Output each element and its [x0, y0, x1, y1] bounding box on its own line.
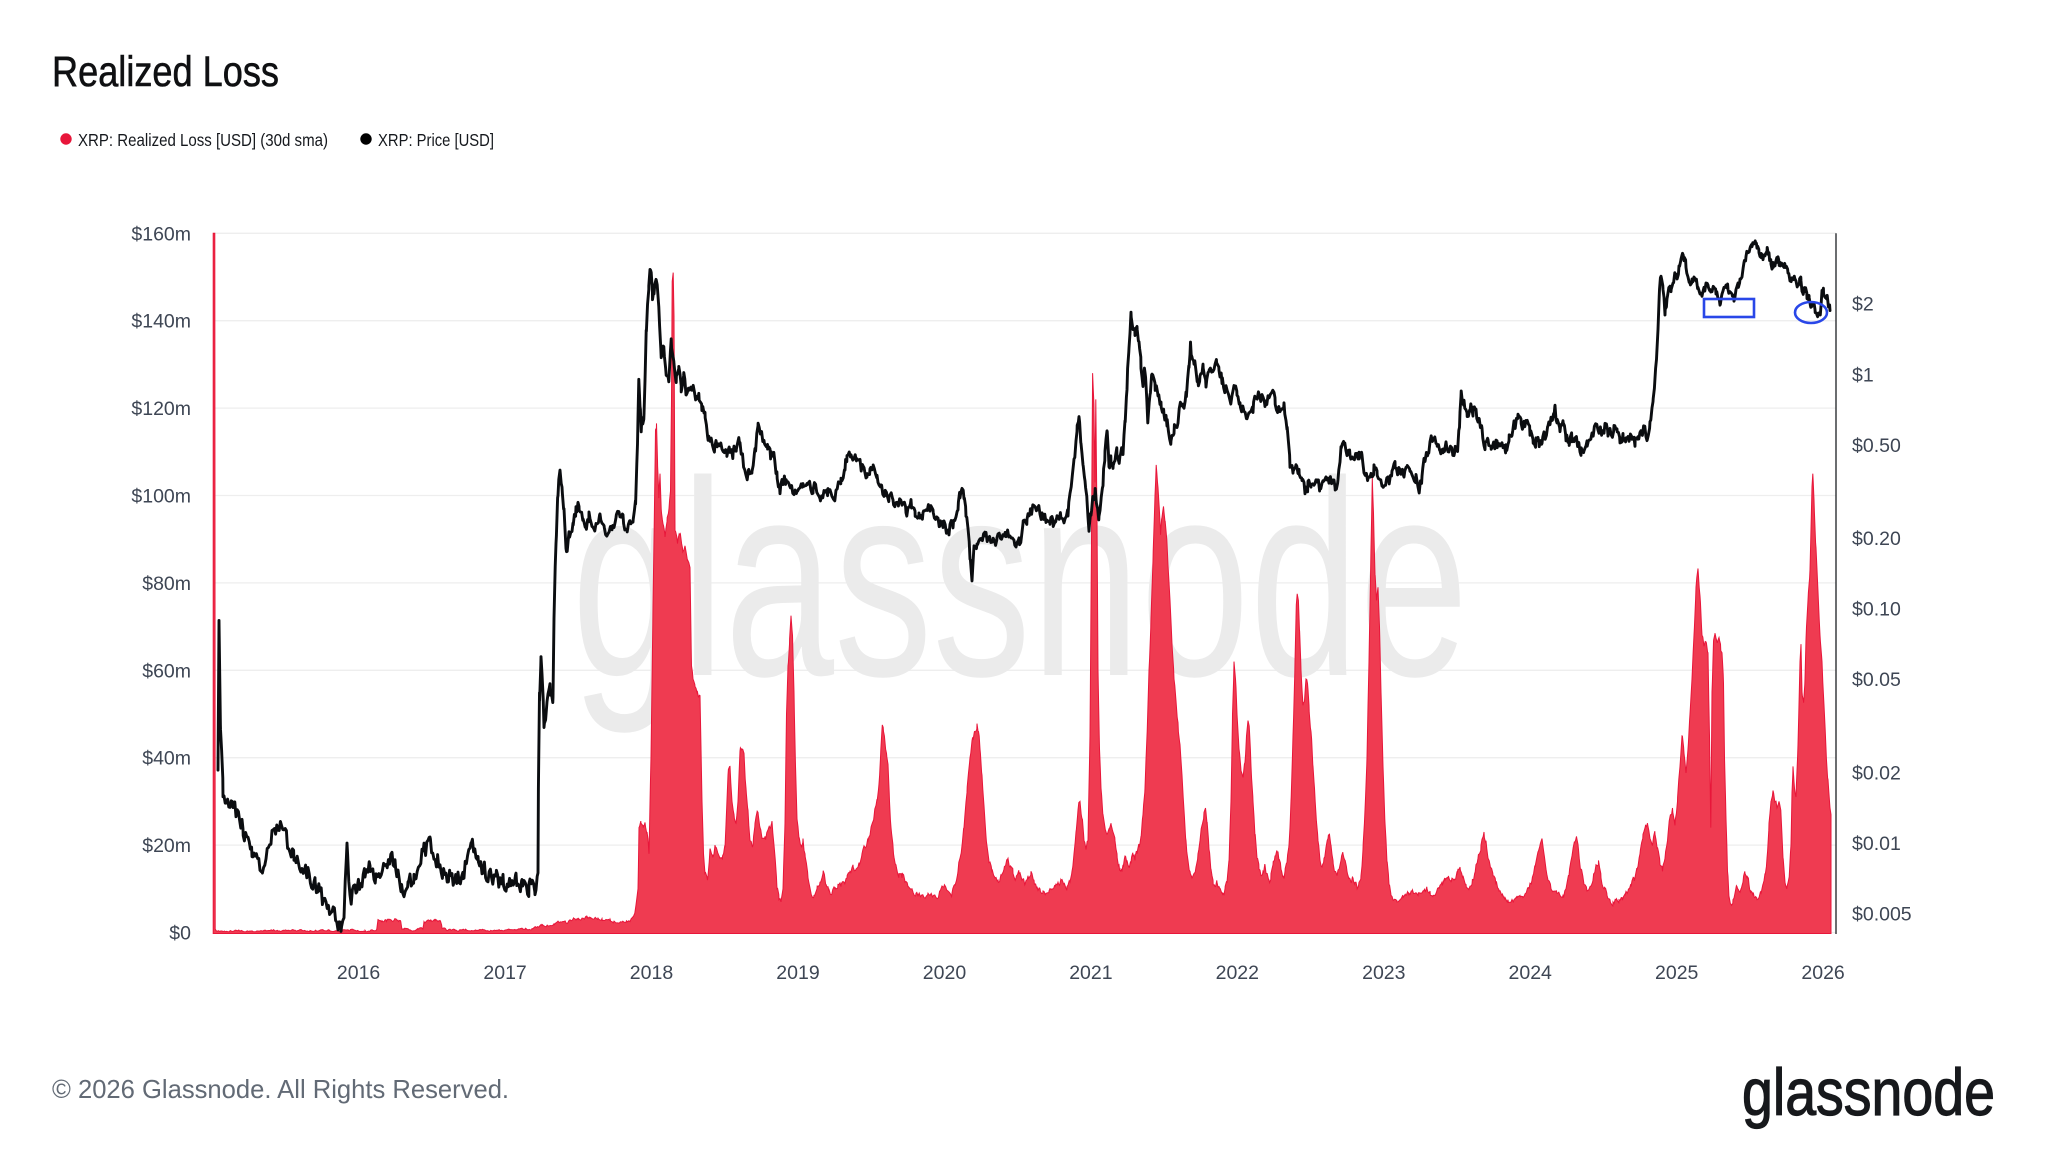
svg-text:$0.20: $0.20 — [1852, 528, 1901, 550]
svg-text:$140m: $140m — [131, 311, 191, 333]
svg-text:2023: 2023 — [1362, 962, 1405, 984]
svg-text:XRP: Realized Loss [USD] (30d: XRP: Realized Loss [USD] (30d sma) — [78, 130, 328, 150]
svg-text:$0.05: $0.05 — [1852, 669, 1901, 691]
svg-text:$0: $0 — [169, 923, 191, 945]
svg-text:glassnode: glassnode — [1742, 1055, 1995, 1129]
svg-text:$1: $1 — [1852, 364, 1874, 386]
svg-text:$120m: $120m — [131, 398, 191, 420]
svg-text:2016: 2016 — [337, 962, 380, 984]
svg-text:$0.50: $0.50 — [1852, 435, 1901, 457]
svg-text:2026: 2026 — [1801, 962, 1844, 984]
svg-text:XRP: Price [USD]: XRP: Price [USD] — [378, 130, 494, 150]
svg-text:© 2026 Glassnode. All Rights R: © 2026 Glassnode. All Rights Reserved. — [52, 1076, 509, 1104]
svg-text:glassnode: glassnode — [572, 423, 1469, 736]
svg-text:Realized Loss: Realized Loss — [52, 48, 279, 96]
svg-text:2024: 2024 — [1509, 962, 1553, 984]
svg-text:$0.005: $0.005 — [1852, 904, 1912, 926]
svg-text:$160m: $160m — [131, 223, 191, 245]
svg-text:$40m: $40m — [142, 748, 191, 770]
svg-text:2022: 2022 — [1216, 962, 1259, 984]
svg-text:$80m: $80m — [142, 573, 191, 595]
svg-text:$0.01: $0.01 — [1852, 833, 1901, 855]
svg-text:$100m: $100m — [131, 486, 191, 508]
svg-text:$0.02: $0.02 — [1852, 763, 1901, 785]
svg-text:2020: 2020 — [923, 962, 967, 984]
svg-text:2025: 2025 — [1655, 962, 1699, 984]
svg-text:2018: 2018 — [630, 962, 673, 984]
svg-text:$20m: $20m — [142, 835, 191, 857]
svg-text:$0.10: $0.10 — [1852, 599, 1901, 621]
svg-text:2021: 2021 — [1069, 962, 1112, 984]
svg-text:2017: 2017 — [483, 962, 526, 984]
svg-text:$60m: $60m — [142, 660, 191, 682]
svg-text:2019: 2019 — [776, 962, 819, 984]
svg-text:$2: $2 — [1852, 294, 1874, 316]
